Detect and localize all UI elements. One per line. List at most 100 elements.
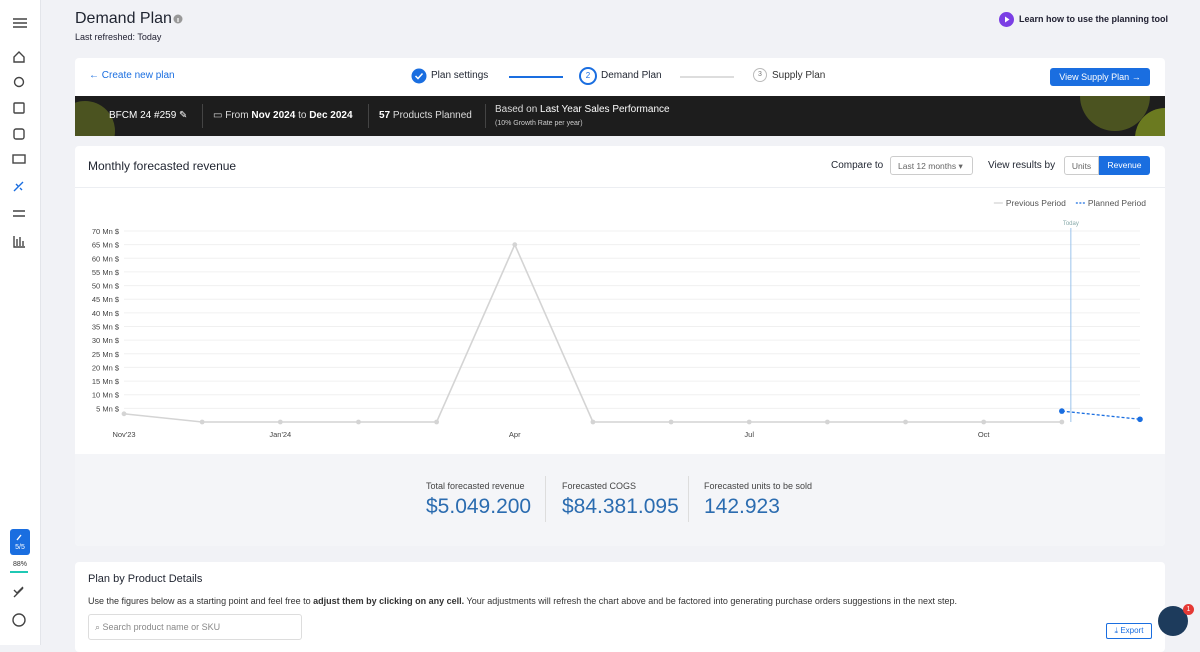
x-tick-label: Oct — [978, 430, 991, 439]
kpi-label: Total forecasted revenue — [426, 481, 525, 491]
desc-text: Use the figures below as a starting poin… — [88, 596, 314, 606]
percent-text: 88% — [13, 561, 27, 568]
date-range: ▭ From Nov 2024 to Dec 2024 — [213, 110, 353, 121]
export-button[interactable]: ⤓ Export — [1106, 623, 1152, 639]
step-label: Demand Plan — [601, 70, 662, 81]
y-tick-label: 30 Mn $ — [92, 336, 120, 345]
search-placeholder[interactable]: Search product name or SKU — [102, 622, 221, 632]
data-point — [1059, 419, 1065, 425]
data-point — [199, 419, 205, 425]
y-tick-label: 5 Mn $ — [96, 404, 120, 413]
last-refreshed: Last refreshed: Today — [75, 32, 162, 42]
progress-badge[interactable] — [10, 529, 30, 555]
sidebar: 5/5 88% — [0, 0, 41, 645]
info-icon[interactable] — [173, 14, 183, 24]
user-icon[interactable] — [12, 613, 26, 627]
sidebar-icons: 5/5 88% — [10, 18, 30, 627]
settings-icon[interactable] — [13, 210, 25, 217]
y-tick-label: 25 Mn $ — [92, 350, 120, 359]
plan-name-text: BFCM 24 #259 — [109, 110, 177, 121]
data-point — [590, 419, 596, 425]
chat-badge: 1 — [1183, 604, 1194, 615]
view-supply-button[interactable]: View Supply Plan → — [1050, 68, 1150, 86]
to-date: Dec 2024 — [309, 110, 353, 121]
series-line — [1061, 410, 1141, 420]
data-point — [512, 242, 518, 248]
from-label: From — [225, 110, 249, 121]
page-title: Demand Plan — [75, 10, 172, 27]
step-connector — [509, 76, 563, 78]
data-point — [981, 419, 987, 425]
toggle-units[interactable]: Units — [1064, 156, 1099, 175]
basis-label: Based on — [495, 104, 538, 115]
products-label: Products Planned — [392, 110, 472, 121]
basis-value: Last Year Sales Performance — [540, 104, 670, 115]
y-tick-label: 65 Mn $ — [92, 241, 120, 250]
legend-label: Planned Period — [1088, 198, 1146, 208]
y-tick-label: 15 Mn $ — [92, 377, 120, 386]
plan-banner: BFCM 24 #259 ✎ ▭ From Nov 2024 to Dec 20… — [75, 96, 1165, 136]
play-icon[interactable] — [999, 12, 1014, 27]
basis: Based on Last Year Sales Performance — [495, 104, 670, 115]
legend-label: Previous Period — [1006, 198, 1066, 208]
back-link[interactable]: ← Create new plan — [89, 70, 175, 81]
present-icon[interactable] — [12, 154, 26, 164]
chart: 5 Mn $ 10 Mn $ 15 Mn $ 20 Mn $ 25 Mn $ 30 Mn … — [92, 198, 1146, 439]
box-icon[interactable] — [13, 128, 25, 140]
view-label: View results by — [988, 160, 1056, 171]
help-link[interactable]: Learn how to use the planning tool — [1019, 14, 1168, 24]
data-point — [824, 419, 830, 425]
planning-icon[interactable] — [13, 181, 24, 192]
products-count: 57 — [379, 110, 391, 121]
y-tick-label: 45 Mn $ — [92, 295, 120, 304]
menu-icon[interactable] — [13, 18, 27, 28]
compare-label: Compare to — [831, 160, 884, 171]
x-tick-label: Nov'23 — [112, 430, 135, 439]
home-icon[interactable] — [13, 51, 25, 63]
back-text[interactable]: Create new plan — [101, 70, 175, 81]
from-date: Nov 2024 — [251, 110, 296, 121]
data-point — [277, 419, 283, 425]
reports-icon[interactable] — [13, 236, 25, 248]
y-tick-label: 60 Mn $ — [92, 254, 120, 263]
chart-panel: Monthly forecasted revenue Compare to La… — [75, 146, 1165, 546]
tasks-icon[interactable] — [13, 102, 25, 114]
button-text[interactable]: View Supply Plan — [1059, 72, 1130, 82]
y-tick-label: 50 Mn $ — [92, 282, 120, 291]
y-tick-label: 20 Mn $ — [92, 363, 120, 372]
growth-note: (10% Growth Rate per year) — [495, 120, 583, 127]
export-text[interactable]: Export — [1120, 626, 1144, 635]
search-input[interactable]: ⌕ Search product name or SKU — [88, 614, 302, 640]
series-line — [123, 242, 1062, 423]
compare-dropdown[interactable]: Last 12 months ▾ — [890, 156, 973, 175]
x-tick-label: Apr — [509, 430, 521, 439]
kpi-value: $84.381.095 — [562, 495, 679, 518]
y-tick-label: 40 Mn $ — [92, 309, 120, 318]
plan-name: BFCM 24 #259 ✎ — [109, 110, 188, 121]
to-label: to — [298, 110, 307, 121]
y-tick-label: 35 Mn $ — [92, 323, 120, 332]
kpi-label: Forecasted units to be sold — [704, 481, 813, 491]
y-tick-label: 70 Mn $ — [92, 227, 120, 236]
sync-icon[interactable] — [13, 76, 25, 88]
step-label: Plan settings — [431, 70, 489, 81]
shuffle-icon[interactable] — [13, 586, 24, 598]
data-point — [903, 419, 908, 425]
percent-bar — [10, 571, 28, 573]
desc-bold: adjust them by clicking on any cell. — [313, 596, 465, 606]
step-connector — [680, 76, 734, 78]
today-label: Today — [1063, 221, 1079, 227]
compare-value[interactable]: Last 12 months — [898, 161, 957, 171]
kpi-area: Total forecasted revenue $5.049.200 Fore… — [75, 454, 1165, 546]
step-number: 3 — [753, 68, 767, 82]
kpi-label: Forecasted COGS — [562, 481, 637, 491]
x-tick-label: Jan'24 — [269, 430, 291, 439]
products-planned: 57 Products Planned — [379, 110, 472, 121]
data-point — [668, 419, 674, 425]
data-point — [746, 419, 752, 425]
details-description: Use the figures below as a starting poin… — [88, 596, 957, 606]
data-point — [1137, 416, 1143, 423]
toggle-revenue[interactable]: Revenue — [1099, 156, 1150, 175]
